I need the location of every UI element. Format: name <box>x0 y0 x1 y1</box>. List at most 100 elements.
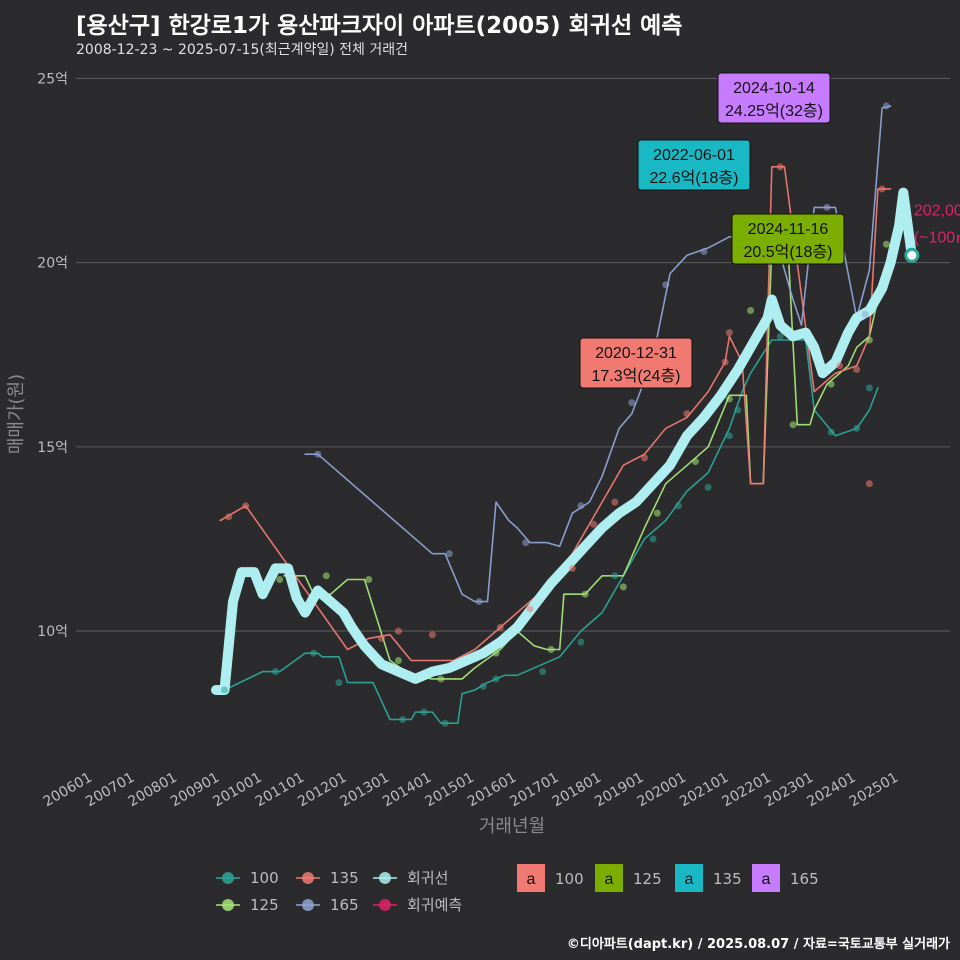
y-tick-label: 10억 <box>37 624 68 640</box>
callout-date: 2024-10-14 <box>733 80 815 97</box>
legend-box-key <box>517 864 545 892</box>
legend-box-label: 135 <box>713 870 742 888</box>
data-point-135 <box>853 365 861 373</box>
data-point-100 <box>335 679 343 687</box>
series-line-trend <box>211 187 917 695</box>
legend-box-key <box>595 864 623 892</box>
data-point-135 <box>878 185 886 193</box>
y-axis-title: 매매가(원) <box>6 374 27 454</box>
chart-title: [용산구] 한강로1가 용산파크자이 아파트(2005) 회귀선 예측 <box>76 13 683 39</box>
data-point-125 <box>827 380 835 388</box>
data-point-135 <box>496 623 504 631</box>
series-line-135 <box>219 166 892 662</box>
data-point-100 <box>420 708 428 716</box>
data-point-125 <box>747 307 755 315</box>
data-point-165 <box>823 203 831 211</box>
callout-box-135 <box>637 139 751 191</box>
y-axis-ticks: 10억 15억 20억 25억 <box>37 71 68 640</box>
callout-date: 2022-06-01 <box>653 147 735 164</box>
data-point-100 <box>577 638 585 646</box>
data-point-125 <box>725 395 733 403</box>
prediction-unit-label: (~100㎡) <box>914 228 960 246</box>
data-point-125 <box>789 421 797 429</box>
y-tick-label: 25억 <box>37 71 68 87</box>
data-point-135 <box>568 564 576 572</box>
legend-box-label: 100 <box>555 870 584 888</box>
callout-box-125 <box>731 213 845 265</box>
data-point-165 <box>522 539 530 547</box>
legend-line-label: 회귀선 <box>407 869 448 887</box>
data-point-135 <box>526 605 534 613</box>
series-line-100 <box>219 339 879 724</box>
data-point-165 <box>882 102 890 110</box>
callout-date: 2024-11-16 <box>748 221 829 238</box>
data-point-135 <box>725 329 733 337</box>
legend-box-key <box>752 864 780 892</box>
data-point-100 <box>649 535 657 543</box>
data-point-100 <box>441 719 449 727</box>
data-point-100 <box>492 675 500 683</box>
data-point-125 <box>394 657 402 665</box>
data-point-135 <box>394 627 402 635</box>
data-point-125 <box>492 649 500 657</box>
data-point-135 <box>377 634 385 642</box>
legend-box-glyph: a <box>762 871 771 888</box>
legend-line-label: 135 <box>330 869 359 887</box>
data-point-100 <box>734 406 742 414</box>
data-point-100 <box>776 332 784 340</box>
data-point-125 <box>437 675 445 683</box>
data-point-135 <box>683 410 691 418</box>
legend-line-dot <box>302 872 314 884</box>
data-point-100 <box>827 428 835 436</box>
legend-box-label: 165 <box>790 870 819 888</box>
callout-price: 24.25억(32층) <box>725 102 823 120</box>
legend-line-label: 165 <box>330 896 359 914</box>
series-line-125 <box>283 243 900 680</box>
legend-box-glyph: a <box>605 871 614 888</box>
data-point-135 <box>225 513 233 521</box>
legend-line-dot <box>379 872 391 884</box>
data-point-100 <box>725 432 733 440</box>
x-tick-label: 202501 <box>847 770 901 811</box>
y-tick-label: 15억 <box>37 440 68 456</box>
callout-box-100 <box>579 337 693 389</box>
prediction-marker: 202,000 (~100㎡) <box>904 202 960 263</box>
data-point-100 <box>399 715 407 723</box>
data-point-135 <box>428 631 436 639</box>
data-point-165 <box>445 550 453 558</box>
callout-date: 2020-12-31 <box>595 345 677 362</box>
source-credit: ©디아파트(dapt.kr) / 2025.08.07 / 자료=국토교통부 실… <box>566 937 950 952</box>
prediction-value-label: 202,000 <box>914 202 960 219</box>
data-point-125 <box>691 458 699 466</box>
data-point-100 <box>865 384 873 392</box>
data-point-135 <box>242 502 250 510</box>
legend-line-dot <box>222 872 234 884</box>
data-point-100 <box>853 424 861 432</box>
data-point-100 <box>704 483 712 491</box>
data-point-100 <box>674 502 682 510</box>
x-axis-ticks: 2006012007012008012009012010012011012012… <box>41 770 901 811</box>
chart-subtitle: 2008-12-23 ~ 2025-07-15(최근계약일) 전체 거래건 <box>76 42 408 58</box>
legend-box-key <box>675 864 703 892</box>
data-point-165 <box>861 310 869 318</box>
data-point-125 <box>865 336 873 344</box>
y-tick-label: 20억 <box>37 256 68 272</box>
legend-line-dot <box>222 899 234 911</box>
legend: 100 135 회귀선 125 165 회귀예측 a 100 a 125 a 135 a 165 <box>216 864 819 914</box>
data-point-125 <box>581 590 589 598</box>
data-point-125 <box>882 240 890 248</box>
callout-price: 20.5억(18층) <box>743 243 832 261</box>
data-point-100 <box>271 668 279 676</box>
data-point-165 <box>314 450 322 458</box>
legend-box-label: 125 <box>633 870 662 888</box>
x-axis-title: 거래년월 <box>479 816 545 837</box>
data-point-125 <box>653 509 661 517</box>
legend-line-label: 100 <box>250 869 279 887</box>
data-point-135 <box>590 520 598 528</box>
legend-line-dot <box>302 899 314 911</box>
data-point-100 <box>479 682 487 690</box>
data-point-135 <box>865 480 873 488</box>
callout-price: 22.6억(18층) <box>649 169 738 187</box>
data-point-125 <box>322 572 330 580</box>
callout-price: 17.3억(24층) <box>591 367 680 385</box>
